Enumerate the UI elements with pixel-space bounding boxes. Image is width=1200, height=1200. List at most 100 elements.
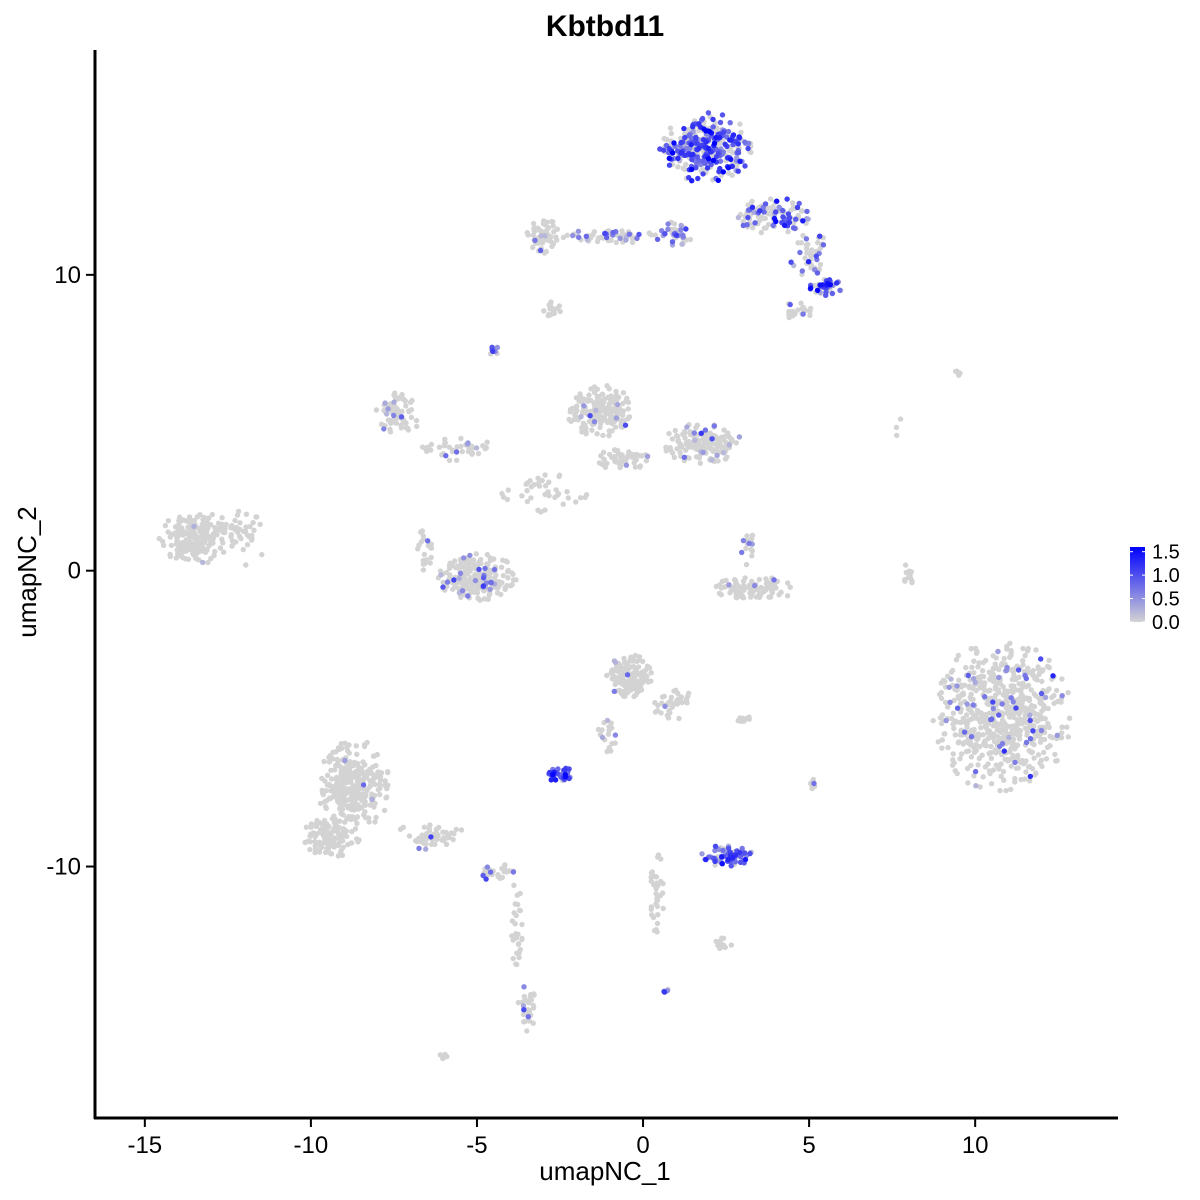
- cell-point: [800, 232, 806, 239]
- cell-point: [817, 233, 823, 239]
- cell-point: [203, 525, 210, 531]
- cell-point: [608, 237, 614, 243]
- cell-point: [767, 196, 774, 202]
- cell-point: [712, 858, 718, 865]
- cell-point: [691, 430, 697, 436]
- cell-point: [597, 400, 603, 406]
- cell-point: [502, 862, 508, 868]
- cell-point: [205, 515, 212, 521]
- cell-point: [1007, 654, 1013, 661]
- cell-point: [705, 156, 712, 162]
- cell-point: [1030, 667, 1036, 674]
- cell-point: [979, 668, 986, 674]
- cell-point: [632, 464, 639, 470]
- cell-point: [1065, 734, 1072, 740]
- cell-point: [537, 247, 544, 254]
- cell-point: [623, 237, 629, 243]
- cell-point: [1039, 763, 1045, 770]
- cell-point: [747, 850, 753, 857]
- cell-point: [903, 569, 909, 576]
- cell-point: [1034, 711, 1041, 718]
- cell-point: [814, 270, 821, 276]
- cell-point: [990, 670, 996, 677]
- cell-point: [244, 532, 250, 538]
- cell-point: [957, 756, 963, 762]
- cell-point: [969, 710, 975, 716]
- cell-point: [472, 577, 479, 584]
- cell-point: [443, 569, 450, 576]
- cell-point: [784, 593, 791, 599]
- cell-point: [485, 596, 491, 602]
- cell-point: [786, 215, 793, 221]
- cell-point: [457, 570, 464, 577]
- cell-point: [1053, 687, 1060, 694]
- cell-point: [614, 447, 621, 454]
- cell-point: [326, 781, 332, 788]
- cell-point: [173, 555, 180, 561]
- cell-point: [543, 483, 549, 489]
- cell-point: [381, 807, 388, 814]
- cell-point: [733, 440, 739, 446]
- cell-point: [1013, 676, 1019, 683]
- cell-point: [699, 851, 705, 857]
- cell-point: [345, 748, 351, 754]
- cell-point: [689, 156, 695, 163]
- cell-point: [662, 231, 668, 237]
- cell-point: [968, 734, 975, 740]
- cell-point: [375, 769, 381, 775]
- cell-point: [384, 411, 390, 417]
- cell-point: [487, 568, 493, 575]
- cell-point: [622, 683, 628, 689]
- cell-point: [513, 577, 519, 583]
- cell-point: [975, 762, 981, 768]
- cell-point: [726, 442, 732, 448]
- cell-point: [713, 153, 720, 160]
- x-tick-label: -5: [466, 1132, 487, 1159]
- cell-point: [556, 472, 563, 478]
- cell-point: [553, 487, 559, 493]
- cell-point: [680, 165, 686, 171]
- cell-point: [738, 129, 744, 136]
- cell-point: [253, 514, 259, 520]
- cell-point: [554, 226, 560, 232]
- cell-point: [384, 785, 390, 792]
- cell-point: [721, 437, 727, 443]
- cell-point: [951, 725, 957, 732]
- cell-point: [156, 535, 162, 542]
- cell-point: [614, 397, 620, 403]
- cell-point: [336, 775, 342, 781]
- cell-point: [625, 406, 631, 412]
- x-tick-label: -10: [294, 1132, 329, 1159]
- cell-point: [348, 805, 355, 811]
- cell-point: [1005, 756, 1011, 763]
- cell-point: [1038, 736, 1044, 742]
- cell-point: [985, 761, 991, 767]
- cell-point: [804, 208, 810, 215]
- cell-point: [703, 435, 709, 441]
- cell-point: [973, 783, 979, 789]
- cell-point: [240, 546, 246, 553]
- cell-point: [655, 912, 661, 918]
- cell-point: [974, 736, 981, 743]
- cell-point: [621, 659, 628, 666]
- cell-point: [1050, 673, 1056, 679]
- cell-point: [1009, 743, 1015, 749]
- cell-point: [740, 595, 747, 601]
- cell-point: [990, 767, 997, 773]
- cell-point: [361, 742, 368, 748]
- cell-point: [440, 584, 446, 590]
- cell-point: [327, 753, 333, 759]
- cell-point: [198, 540, 205, 547]
- cell-point: [978, 725, 984, 731]
- cell-point: [491, 575, 498, 582]
- cell-point: [185, 524, 191, 531]
- cell-point: [799, 306, 805, 312]
- cell-point: [619, 228, 625, 234]
- cell-point: [377, 791, 383, 798]
- cell-point: [1033, 693, 1039, 699]
- cell-point: [793, 216, 799, 222]
- cell-point: [736, 134, 742, 140]
- cell-point: [1038, 698, 1044, 704]
- cell-point: [548, 299, 554, 305]
- cell-point: [235, 508, 242, 515]
